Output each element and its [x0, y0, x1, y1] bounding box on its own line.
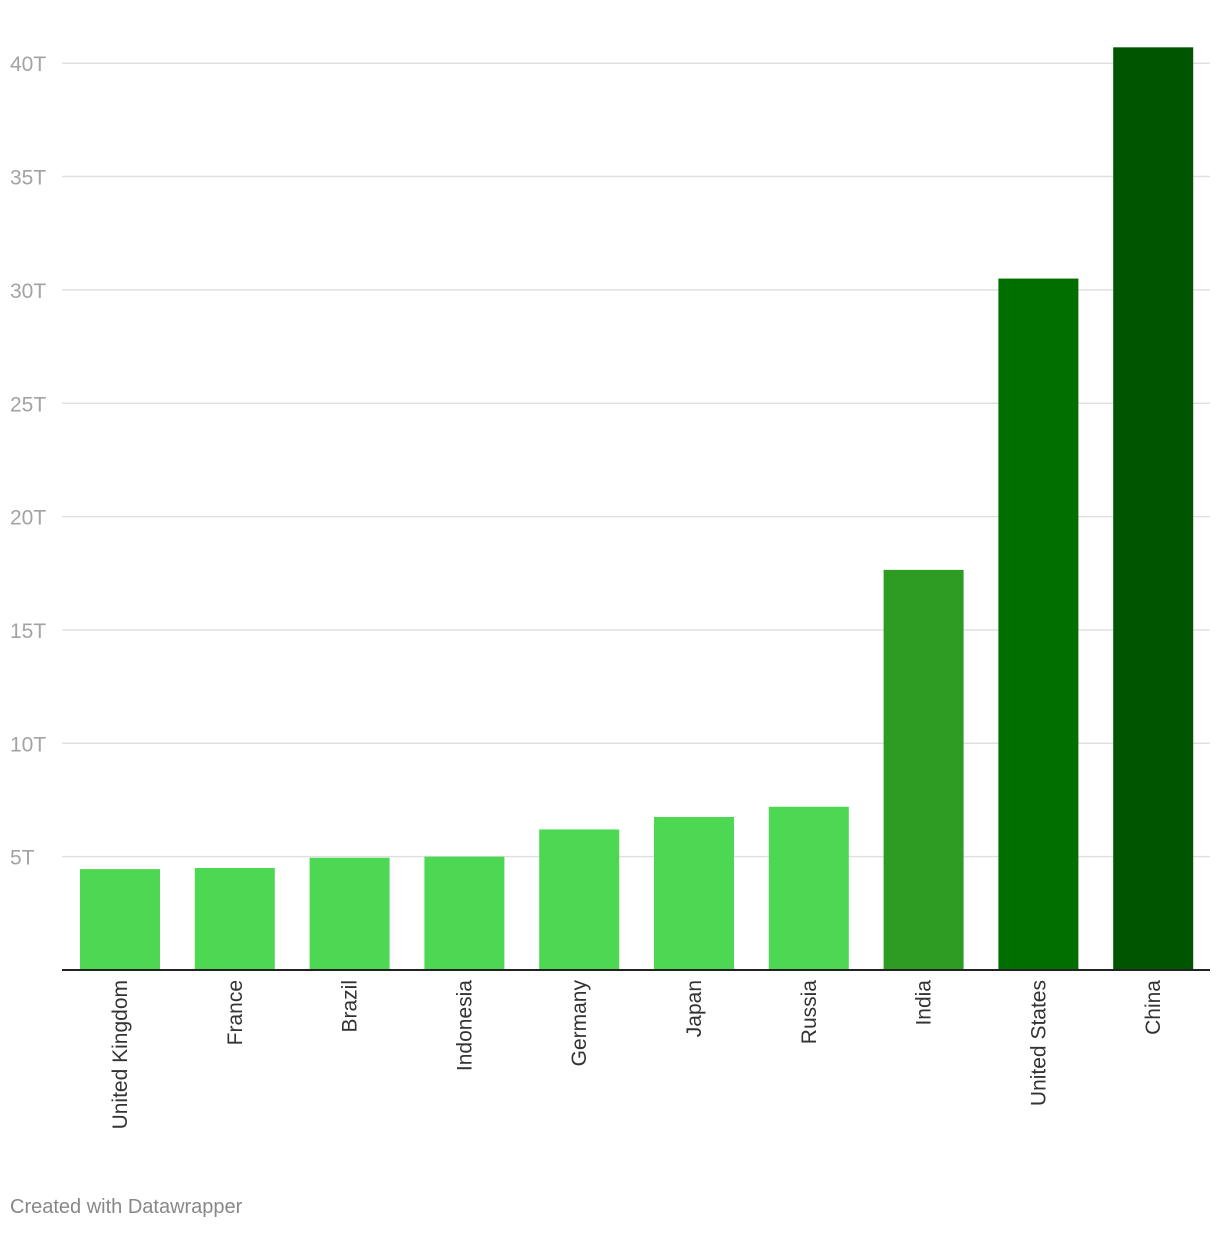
x-category-label: Germany	[568, 980, 591, 1067]
x-category-label: Japan	[683, 980, 706, 1037]
bar-indonesia[interactable]	[424, 856, 505, 970]
y-tick-label: 5T	[10, 847, 35, 870]
y-tick-label: 40T	[10, 53, 46, 76]
gridlines	[62, 62, 1210, 858]
bar-united-states[interactable]	[998, 278, 1079, 970]
bar-france[interactable]	[194, 867, 275, 970]
x-category-label: United Kingdom	[109, 980, 132, 1129]
bar-china[interactable]	[1113, 47, 1194, 971]
x-category-label: Indonesia	[453, 980, 476, 1071]
y-tick-label: 15T	[10, 620, 46, 643]
y-tick-label: 25T	[10, 393, 46, 416]
y-tick-label: 35T	[10, 167, 46, 190]
x-category-label: China	[1142, 980, 1165, 1035]
bar-japan[interactable]	[654, 816, 734, 970]
bar-united-kingdom[interactable]	[80, 869, 160, 970]
x-axis-category-labels: United Kingdom France Brazil Indonesia Germa…	[109, 980, 1165, 1130]
bars	[80, 47, 1194, 971]
x-category-label: Russia	[798, 980, 821, 1045]
y-tick-label: 10T	[10, 733, 46, 756]
x-category-label: United States	[1027, 980, 1050, 1106]
y-tick-label: 20T	[10, 507, 46, 530]
y-axis-tick-labels: 5T 10T 15T 20T 25T 30T 35T 40T	[10, 53, 46, 869]
y-tick-label: 30T	[10, 280, 46, 303]
x-category-label: India	[913, 980, 936, 1026]
x-category-label: France	[224, 980, 247, 1045]
bar-brazil[interactable]	[309, 857, 390, 970]
bar-russia[interactable]	[768, 806, 849, 970]
credit-text[interactable]: Created with Datawrapper	[10, 1196, 243, 1218]
bar-india[interactable]	[883, 569, 964, 970]
x-category-label: Brazil	[339, 980, 362, 1033]
bar-germany[interactable]	[539, 829, 620, 970]
